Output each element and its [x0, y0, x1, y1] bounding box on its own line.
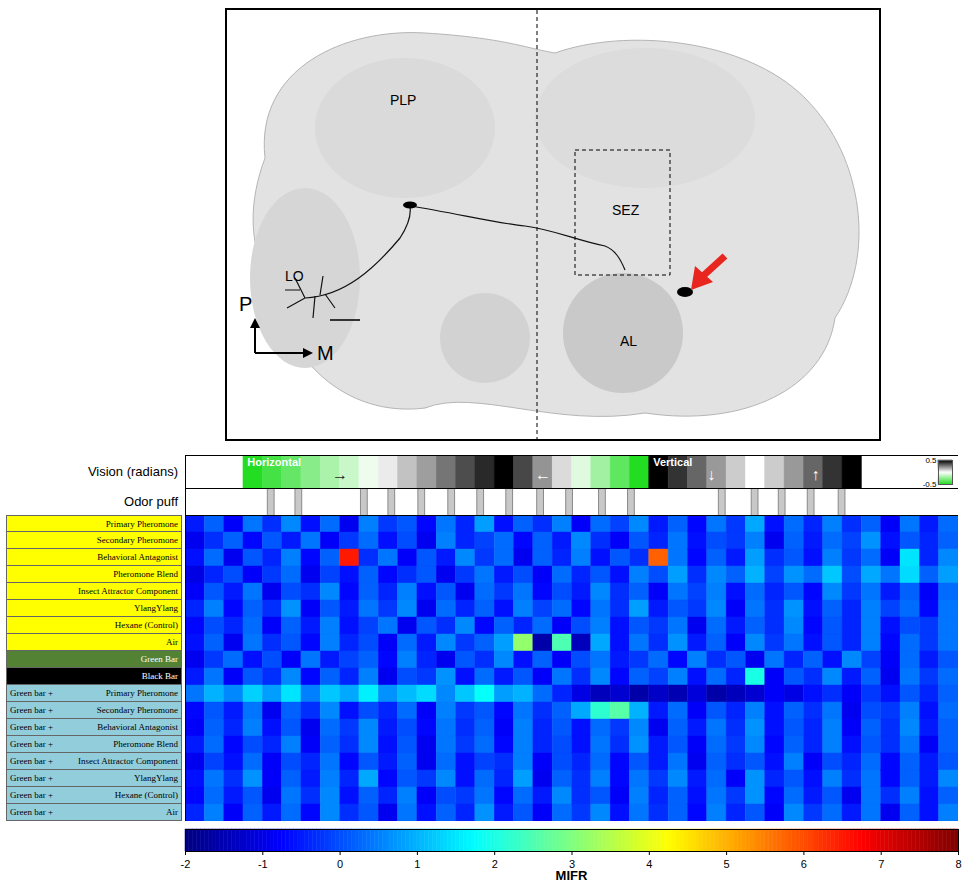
html-text:Hexane (Control): Hexane (Control) — [114, 620, 178, 630]
svg-text:Vertical: Vertical — [653, 456, 692, 468]
html-text:Green bar +: Green bar + — [10, 756, 54, 766]
html-text:Insect Attractor Component: Insect Attractor Component — [78, 586, 178, 596]
html-text:Secondary Pheromone: Secondary Pheromone — [96, 705, 178, 715]
svg-text:AL: AL — [620, 333, 637, 349]
svg-text:-0.5: -0.5 — [923, 480, 937, 488]
svg-text:0.5: 0.5 — [925, 456, 937, 465]
html-text:Green bar +: Green bar + — [10, 705, 54, 715]
html-text:Hexane (Control): Hexane (Control) — [114, 790, 178, 800]
html-text:YlangYlang: YlangYlang — [134, 773, 178, 783]
svg-text:→: → — [332, 466, 348, 483]
html-text:Secondary Pheromone: Secondary Pheromone — [96, 535, 178, 545]
html-text:Insect Attractor Component: Insect Attractor Component — [78, 756, 178, 766]
svg-text:PLP: PLP — [390, 92, 416, 108]
html-text:Green bar +: Green bar + — [10, 722, 54, 732]
html-text:Pheromone Blend: Pheromone Blend — [113, 569, 178, 579]
html-text:Air: Air — [166, 637, 178, 647]
html-text:Pheromone Blend: Pheromone Blend — [113, 739, 178, 749]
svg-text:↓: ↓ — [707, 466, 715, 483]
svg-text:SEZ: SEZ — [612, 202, 640, 218]
html-text:Vision (radians): Vision (radians) — [87, 464, 178, 479]
html-text:Green bar +: Green bar + — [10, 688, 54, 698]
svg-text:M: M — [317, 342, 334, 364]
svg-text:↑: ↑ — [811, 466, 819, 483]
svg-text:P: P — [239, 293, 252, 315]
html-text:Green bar +: Green bar + — [10, 739, 54, 749]
svg-text:1: 1 — [414, 858, 420, 869]
html-text:Odor puff: Odor puff — [124, 494, 178, 509]
html-text:YlangYlang: YlangYlang — [134, 603, 178, 613]
svg-text:4: 4 — [646, 858, 652, 869]
html-text:Black Bar: Black Bar — [141, 671, 178, 681]
html-text:Green bar +: Green bar + — [10, 807, 54, 817]
html-text:Green bar +: Green bar + — [10, 773, 54, 783]
svg-text:3: 3 — [569, 858, 575, 869]
svg-text:2: 2 — [492, 858, 498, 869]
svg-text:LO: LO — [285, 268, 304, 284]
svg-text:←: ← — [535, 466, 551, 483]
html-text:Green bar +: Green bar + — [10, 790, 54, 800]
html-text:Green Bar: Green Bar — [140, 654, 178, 664]
svg-text:6: 6 — [801, 858, 807, 869]
html-text:MIFR: MIFR — [555, 868, 588, 883]
html-text:Behavioral Antagonist: Behavioral Antagonist — [97, 722, 178, 732]
svg-text:0: 0 — [337, 858, 343, 869]
svg-text:-1: -1 — [258, 858, 268, 869]
html-text:Air: Air — [166, 807, 178, 817]
svg-text:5: 5 — [724, 858, 730, 869]
svg-text:8: 8 — [955, 858, 961, 869]
html-text:Primary Pheromone: Primary Pheromone — [105, 518, 178, 529]
html-text:Behavioral Antagonist: Behavioral Antagonist — [97, 552, 178, 562]
svg-text:Horizontal: Horizontal — [247, 456, 301, 468]
html-text:Primary Pheromone: Primary Pheromone — [105, 688, 178, 698]
svg-text:7: 7 — [878, 858, 884, 869]
svg-text:-2: -2 — [181, 858, 191, 869]
